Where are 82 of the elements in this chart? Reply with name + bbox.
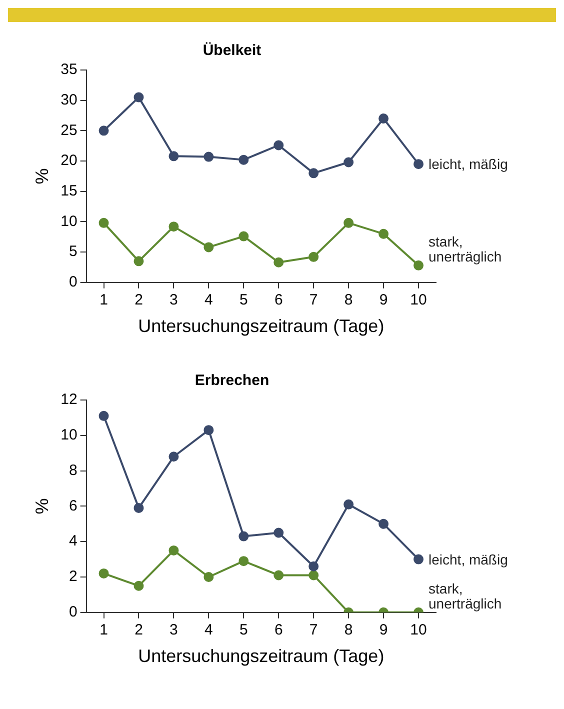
point bbox=[274, 140, 284, 150]
y-tick-label: 10 bbox=[60, 426, 78, 444]
point bbox=[378, 518, 389, 529]
x-tick-label: 6 bbox=[274, 622, 283, 639]
point bbox=[274, 257, 284, 268]
y-tick-label: 5 bbox=[68, 243, 78, 260]
x-tick-label: 1 bbox=[100, 622, 108, 639]
point bbox=[204, 425, 214, 436]
series-label: leicht, mäßig bbox=[428, 551, 508, 568]
point bbox=[168, 452, 179, 462]
chart-title: Übelkeit bbox=[202, 42, 262, 60]
point bbox=[274, 528, 284, 538]
y-axis-title: % bbox=[32, 168, 52, 184]
point bbox=[238, 556, 249, 566]
x-tick-label: 6 bbox=[274, 292, 283, 309]
point bbox=[414, 554, 424, 564]
y-tick-label: 10 bbox=[60, 212, 78, 230]
x-tick-label: 10 bbox=[410, 622, 427, 639]
point bbox=[134, 92, 144, 102]
y-axis-title: % bbox=[32, 498, 52, 514]
x-tick-label: 3 bbox=[170, 622, 178, 639]
y-tick-label: 0 bbox=[68, 274, 78, 291]
point bbox=[204, 152, 214, 162]
point bbox=[204, 572, 214, 582]
point bbox=[308, 252, 319, 262]
point bbox=[414, 159, 424, 170]
point bbox=[344, 499, 354, 510]
point bbox=[344, 157, 354, 168]
x-tick-label: 5 bbox=[239, 622, 248, 639]
point bbox=[378, 114, 389, 124]
x-tick-label: 2 bbox=[134, 622, 143, 639]
point bbox=[238, 531, 249, 542]
point bbox=[134, 256, 144, 266]
point bbox=[308, 168, 319, 178]
y-tick-label: 20 bbox=[60, 152, 78, 170]
point bbox=[98, 218, 109, 228]
y-tick-label: 12 bbox=[60, 391, 78, 408]
point bbox=[378, 228, 389, 239]
series-label: stark, unerträglich bbox=[428, 580, 502, 612]
point bbox=[414, 260, 424, 270]
x-tick-label: 8 bbox=[344, 292, 353, 309]
x-tick-label: 3 bbox=[170, 292, 178, 309]
x-tick-label: 10 bbox=[410, 292, 427, 309]
x-tick-label: 4 bbox=[204, 292, 213, 309]
point bbox=[98, 568, 109, 578]
x-tick-label: 5 bbox=[239, 292, 248, 309]
point bbox=[274, 570, 284, 580]
point bbox=[238, 231, 249, 242]
y-tick-label: 4 bbox=[68, 532, 78, 550]
x-axis-title: Untersuchungszeitraum (Tage) bbox=[138, 646, 384, 666]
x-tick-label: 7 bbox=[309, 622, 318, 639]
x-tick-label: 9 bbox=[379, 622, 388, 639]
y-tick-label: 35 bbox=[60, 61, 78, 78]
x-tick-label: 9 bbox=[379, 292, 388, 309]
x-tick-label: 7 bbox=[309, 292, 318, 309]
point bbox=[308, 570, 319, 580]
point bbox=[344, 218, 354, 228]
point bbox=[168, 222, 179, 232]
point bbox=[308, 561, 319, 572]
y-tick-label: 25 bbox=[60, 122, 78, 139]
point bbox=[238, 154, 249, 165]
y-tick-label: 6 bbox=[68, 497, 78, 514]
y-tick-label: 8 bbox=[68, 462, 78, 479]
point bbox=[134, 502, 144, 513]
point bbox=[204, 242, 214, 252]
point bbox=[168, 151, 179, 162]
y-tick-label: 15 bbox=[60, 182, 78, 200]
point bbox=[134, 580, 144, 591]
x-tick-label: 8 bbox=[344, 622, 353, 639]
y-tick-label: 0 bbox=[68, 604, 78, 621]
x-tick-label: 2 bbox=[134, 292, 143, 309]
point bbox=[98, 126, 109, 136]
series-label: stark, unerträglich bbox=[428, 233, 502, 264]
x-tick-label: 4 bbox=[204, 622, 213, 639]
point bbox=[168, 545, 179, 556]
point bbox=[98, 410, 109, 421]
y-tick-label: 2 bbox=[68, 568, 78, 586]
chart-title: Erbrechen bbox=[194, 372, 270, 390]
x-axis-title: Untersuchungszeitraum (Tage) bbox=[138, 316, 384, 336]
series-label: leicht, mäßig bbox=[428, 156, 508, 172]
y-tick-label: 30 bbox=[60, 91, 78, 108]
x-tick-label: 1 bbox=[100, 292, 108, 309]
